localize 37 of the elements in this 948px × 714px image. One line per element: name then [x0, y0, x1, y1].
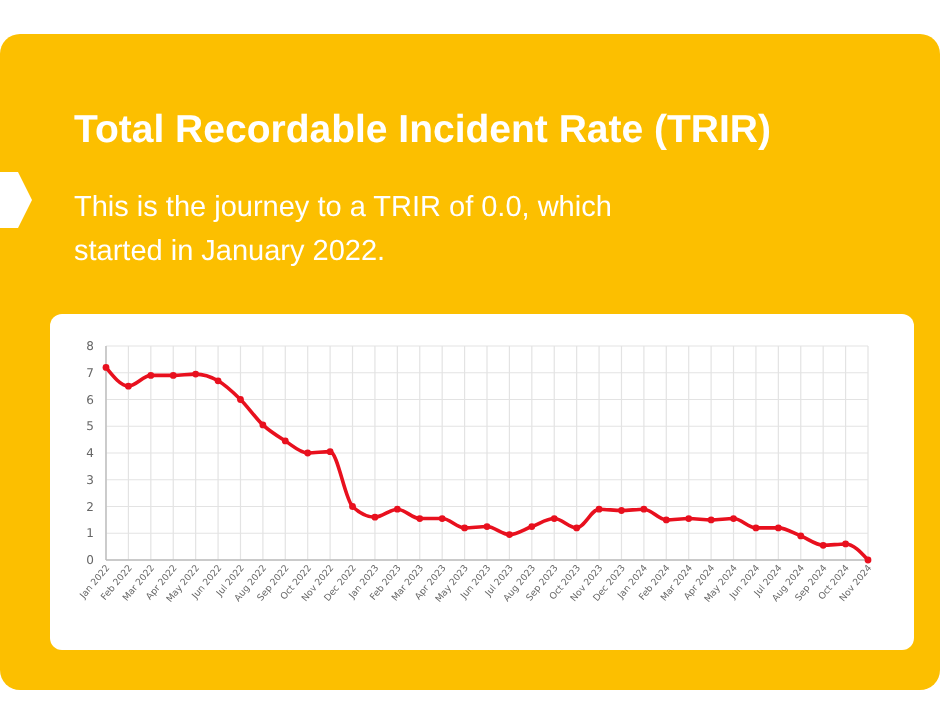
- point: [125, 382, 132, 390]
- point: [147, 372, 155, 379]
- point: [371, 513, 379, 521]
- point: [506, 531, 513, 538]
- point: [281, 437, 289, 445]
- point: [752, 524, 760, 532]
- point: [685, 515, 693, 522]
- point: [550, 515, 558, 522]
- point: [864, 556, 872, 564]
- point: [214, 377, 222, 385]
- point: [461, 524, 468, 532]
- point: [102, 364, 110, 371]
- point: [438, 515, 446, 522]
- point: [259, 421, 267, 429]
- point: [707, 516, 715, 524]
- point: [326, 448, 334, 456]
- point: [640, 505, 648, 513]
- point: [483, 523, 491, 530]
- point: [662, 516, 670, 524]
- point: [528, 523, 536, 530]
- point: [349, 503, 356, 510]
- point: [416, 515, 424, 522]
- point: [730, 515, 737, 522]
- point: [304, 449, 312, 457]
- point: [819, 541, 827, 549]
- chart-title: Total Recordable Incident Rate (TRIR): [74, 108, 772, 152]
- point: [774, 524, 782, 532]
- point: [842, 540, 849, 548]
- chart-subtitle: This is the journey to a TRIR of 0.0, which started in January 2022.: [74, 192, 612, 268]
- point: [393, 505, 401, 513]
- point: [573, 524, 581, 532]
- point: [618, 507, 625, 514]
- point: [797, 532, 805, 540]
- point: [237, 396, 244, 403]
- point: [169, 372, 177, 379]
- point: [595, 505, 603, 513]
- point: [192, 370, 200, 378]
